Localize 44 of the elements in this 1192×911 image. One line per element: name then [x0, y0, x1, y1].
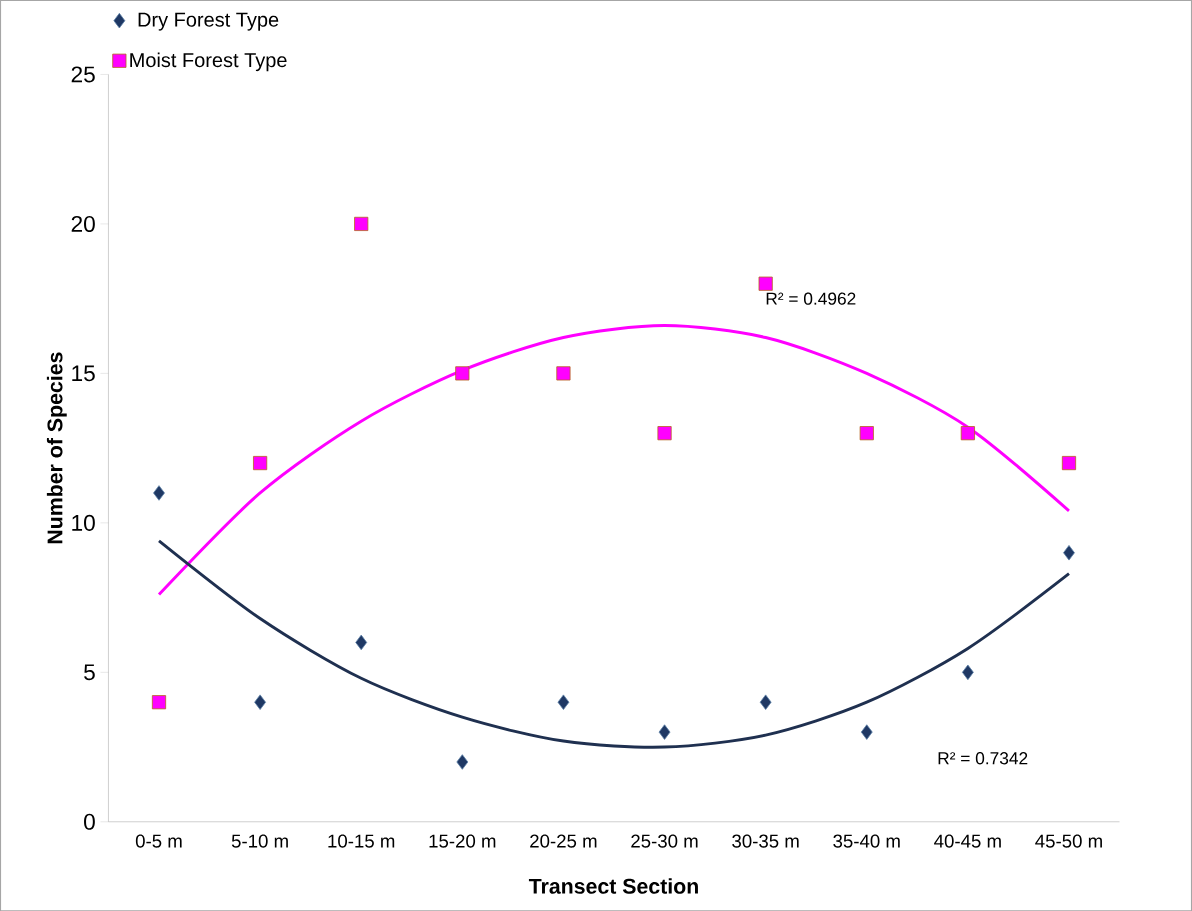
point — [960, 426, 975, 441]
point — [658, 724, 671, 740]
annotation: R² = 0.4962 — [766, 292, 856, 305]
y-tick-label: 25 — [71, 66, 95, 83]
point — [758, 276, 773, 291]
point — [354, 216, 369, 231]
legend-label: Dry Forest Type — [138, 12, 279, 31]
point — [456, 754, 469, 770]
point — [151, 695, 167, 710]
point — [859, 426, 874, 441]
point — [254, 694, 266, 710]
point — [860, 724, 873, 740]
point — [455, 366, 470, 381]
y-tick-label: 10 — [72, 514, 95, 531]
x-tick-label: 25-30 m — [631, 834, 698, 848]
x-tick-label: 5-10 m — [231, 834, 288, 848]
y-tick-label: 0 — [84, 813, 95, 830]
x-tick-label: 45-50 m — [1035, 834, 1102, 848]
point — [1063, 544, 1075, 561]
x-axis-title: Transect Section — [528, 878, 698, 894]
y-axis-title: Number of Species — [46, 352, 67, 544]
y-tick-label: 15 — [72, 365, 95, 382]
line-series — [157, 323, 1071, 596]
x-tick-label: 10-15 m — [328, 834, 395, 848]
annotation: R² = 0.7342 — [938, 752, 1028, 765]
x-tick-label: 30-35 m — [732, 834, 799, 848]
point — [557, 694, 570, 710]
legend-label: Moist Forest Type — [130, 52, 287, 72]
y-tick-label: 5 — [84, 664, 95, 681]
line-series — [157, 539, 1071, 749]
x-tick-label: 40-45 m — [934, 834, 1001, 848]
point — [253, 455, 268, 471]
point — [961, 664, 974, 680]
point — [153, 485, 165, 501]
point — [556, 366, 571, 381]
point — [657, 426, 672, 441]
point — [759, 694, 772, 710]
x-tick-label: 35-40 m — [833, 834, 900, 848]
x-tick-label: 20-25 m — [530, 834, 597, 848]
x-tick-label: 0-5 m — [135, 834, 182, 848]
x-tick-label: 15-20 m — [429, 834, 496, 848]
point — [355, 634, 368, 651]
y-tick-label: 20 — [71, 215, 95, 232]
point — [1061, 455, 1077, 471]
